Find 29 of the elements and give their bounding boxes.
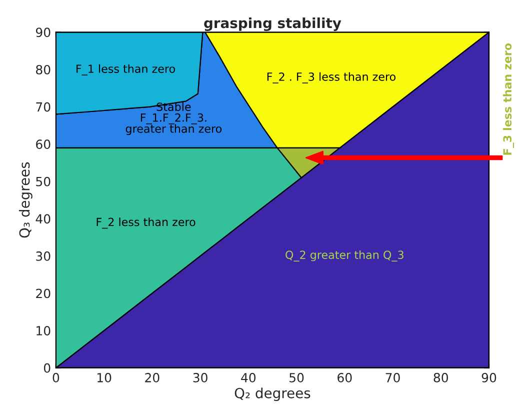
x-tick-label: 80 xyxy=(434,372,448,382)
x-tick-label: 60 xyxy=(338,372,352,382)
y-tick-label: 30 xyxy=(36,251,50,261)
x-tick-label: 30 xyxy=(193,372,208,382)
x-tick-label: 70 xyxy=(386,372,400,382)
y-tick-label: 10 xyxy=(36,326,50,336)
text: F_3 less than zero xyxy=(502,43,514,155)
y-axis-title: Q₃ degrees xyxy=(18,162,32,238)
y-tick-label: 90 xyxy=(36,28,50,38)
y-tick-label: 80 xyxy=(36,64,50,74)
series-label: F_2 less than zero xyxy=(96,218,196,229)
y-tick-label: 40 xyxy=(36,214,50,224)
series-label: F_1 less than zero xyxy=(76,64,175,76)
y-tick-label: 20 xyxy=(36,288,50,298)
y-tick-label: 70 xyxy=(36,102,50,112)
x-tick-label: 20 xyxy=(145,372,160,382)
series-label: F_2 . F_3 less than zero xyxy=(267,72,396,84)
y-tick-label: 0 xyxy=(44,363,50,373)
series-label: Q_2 greater than Q_3 xyxy=(286,250,404,262)
y-tick-label: 60 xyxy=(36,140,50,149)
x-tick-label: 50 xyxy=(290,372,304,382)
series-label: Stable F_1.F_2.F_3. greater than zero xyxy=(126,102,222,135)
x-tick-label: 90 xyxy=(482,372,496,382)
x-tick-label: 0 xyxy=(52,372,60,382)
x-tick-label: 40 xyxy=(241,372,256,382)
x-axis-title: Q₂ degrees xyxy=(234,388,310,402)
y-tick-label: 50 xyxy=(36,176,50,186)
chart-title: grasping stability xyxy=(204,17,342,32)
x-tick-label: 10 xyxy=(97,372,112,382)
